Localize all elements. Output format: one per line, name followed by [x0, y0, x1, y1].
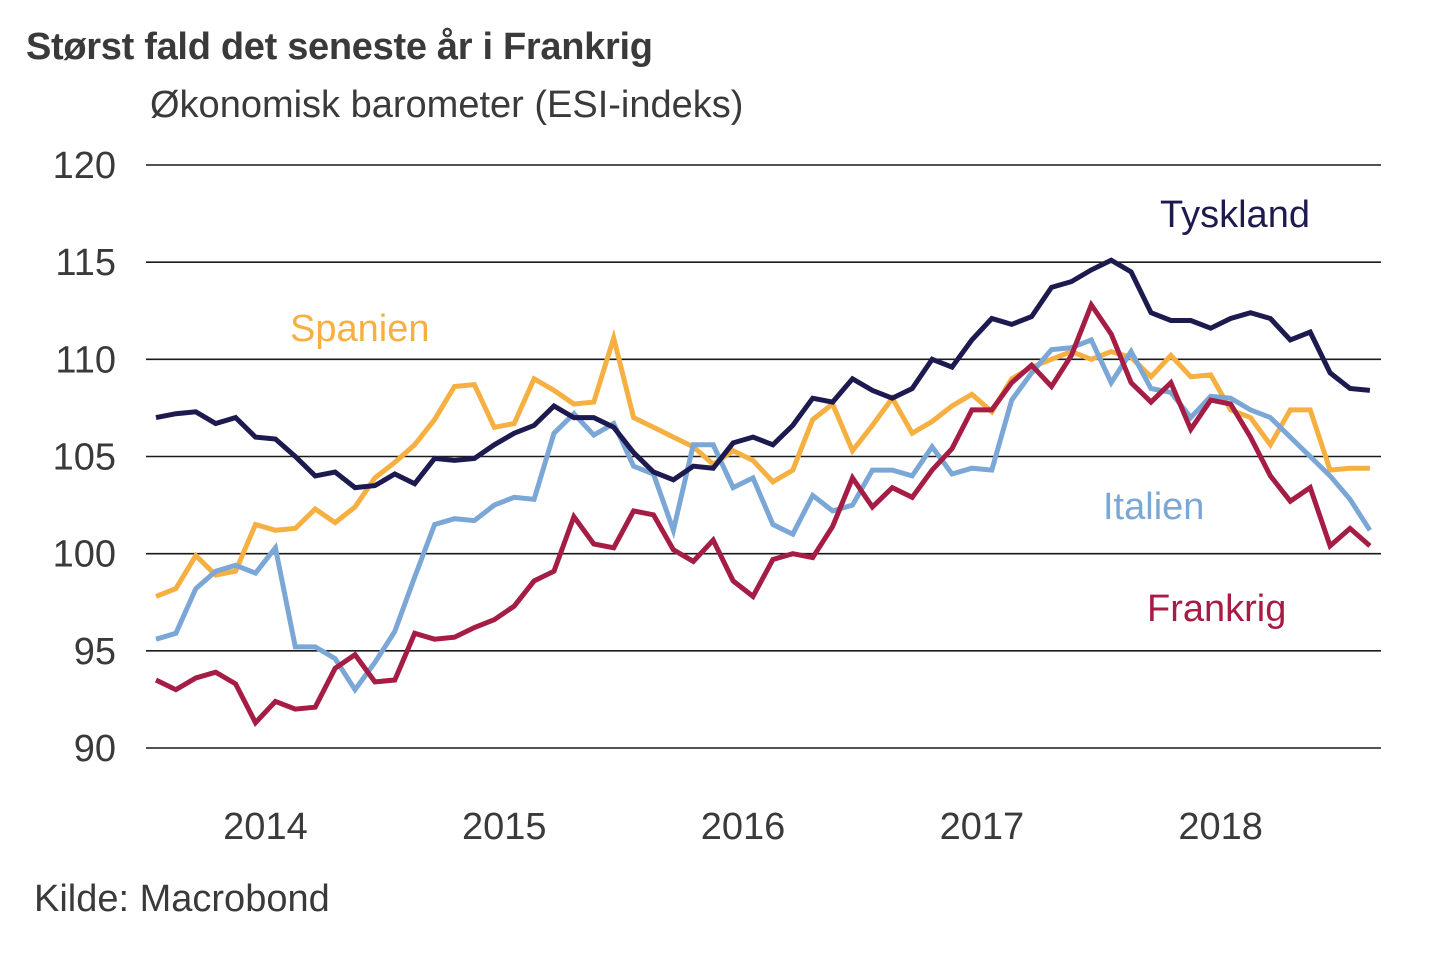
y-tick-label: 115: [55, 242, 116, 284]
series-line-italien: [155, 336, 1373, 695]
series-label-frankrig: Frankrig: [1147, 588, 1286, 630]
x-tick-label: 2016: [701, 806, 786, 848]
series-line-spanien: [155, 328, 1370, 599]
y-axis-ticks: 90 95 100 105 110 115 120: [53, 145, 116, 770]
y-tick-label: 105: [53, 437, 116, 479]
x-tick-label: 2017: [940, 806, 1025, 848]
chart-title: Størst fald det seneste år i Frankrig: [26, 26, 653, 68]
series-labels: Tyskland Spanien Italien Frankrig: [290, 194, 1310, 630]
x-tick-label: 2015: [462, 806, 547, 848]
source-note: Kilde: Macrobond: [34, 878, 330, 920]
series-line-tyskland: [155, 257, 1371, 491]
series-line-frankrig: [154, 299, 1372, 728]
y-tick-label: 110: [55, 339, 116, 381]
gridlines: [146, 164, 1381, 749]
x-axis-ticks: 2014 2015 2016 2017 2018: [223, 806, 1263, 848]
chart-subtitle: Økonomisk barometer (ESI-indeks): [150, 84, 744, 126]
y-tick-label: 120: [53, 145, 116, 187]
series-lines: [154, 257, 1373, 728]
series-label-italien: Italien: [1103, 486, 1204, 528]
x-tick-label: 2014: [223, 806, 308, 848]
series-label-tyskland: Tyskland: [1160, 194, 1310, 236]
x-tick-label: 2018: [1178, 806, 1263, 848]
y-tick-label: 95: [74, 631, 116, 673]
series-label-spanien: Spanien: [290, 308, 429, 350]
y-tick-label: 90: [74, 728, 116, 770]
y-tick-label: 100: [53, 534, 116, 576]
